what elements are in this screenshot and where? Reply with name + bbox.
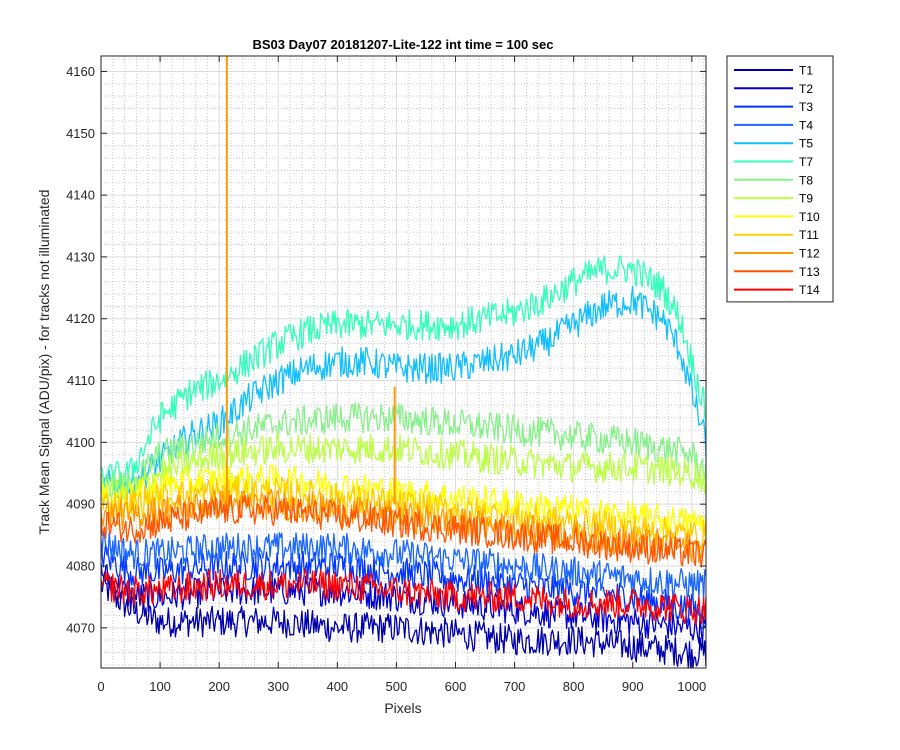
legend-label: T1: [799, 64, 813, 78]
x-axis-label: Pixels: [384, 700, 421, 716]
legend-label: T7: [799, 155, 813, 169]
x-tick-label: 900: [622, 679, 644, 694]
series-line-t4: [100, 531, 707, 600]
plot-frame: [100, 55, 707, 669]
legend-label: T3: [799, 100, 813, 114]
x-tick-label: 600: [445, 679, 467, 694]
y-tick-label: 4160: [66, 64, 95, 79]
series-line-t8: [100, 401, 707, 498]
series-line-t14: [100, 568, 707, 626]
legend-label: T11: [799, 228, 819, 242]
y-tick-label: 4080: [66, 559, 95, 574]
legend-label: T8: [799, 173, 813, 187]
x-tick-label: 1000: [677, 679, 706, 694]
y-tick-label: 4110: [67, 373, 95, 388]
legend-label: T5: [799, 137, 813, 151]
x-tick-label: 400: [326, 679, 348, 694]
series-line-t1: [100, 571, 707, 669]
legend-label: T4: [799, 118, 813, 132]
y-tick-label: 4150: [66, 126, 95, 141]
series-line-t11: [100, 475, 707, 551]
series-line-t3: [100, 540, 707, 628]
series-line-t7: [100, 255, 707, 491]
y-tick-label: 4140: [66, 188, 95, 203]
series-line-t10: [100, 463, 707, 538]
series-lines: [100, 56, 707, 669]
x-tick-label: 700: [504, 679, 526, 694]
legend-label: T14: [799, 283, 820, 297]
y-tick-label: 4090: [66, 497, 95, 512]
y-tick-label: 4100: [66, 435, 95, 450]
y-tick-label: 4130: [66, 249, 95, 264]
axis-ticks: 4070 4080 4090 4100 4110 4120 4130 4140 4150 4160…: [66, 56, 706, 694]
legend-label: T9: [799, 192, 813, 206]
series-line-t5: [100, 285, 707, 501]
series-line-t9: [100, 433, 707, 508]
x-tick-label: 100: [149, 679, 171, 694]
legend-label: T2: [799, 82, 813, 96]
series-line-t13: [100, 494, 707, 568]
x-tick-label: 200: [208, 679, 230, 694]
x-tick-label: 800: [563, 679, 585, 694]
x-tick-label: 0: [97, 679, 104, 694]
legend-label: T13: [799, 265, 820, 279]
y-tick-label: 4070: [66, 620, 95, 635]
legend-label: T12: [799, 247, 820, 261]
legend: T1 T2 T3 T4 T5 T7 T8 T9 T10 T11 T12 T13 T14: [726, 55, 834, 303]
x-tick-label: 500: [386, 679, 408, 694]
legend-label: T10: [799, 210, 820, 224]
y-axis-label: Track Mean Signal (ADU/pix) - for tracks…: [36, 190, 52, 535]
y-tick-label: 4120: [66, 311, 95, 326]
chart-title: BS03 Day07 20181207-Lite-122 int time = …: [253, 37, 554, 52]
x-tick-label: 300: [267, 679, 289, 694]
